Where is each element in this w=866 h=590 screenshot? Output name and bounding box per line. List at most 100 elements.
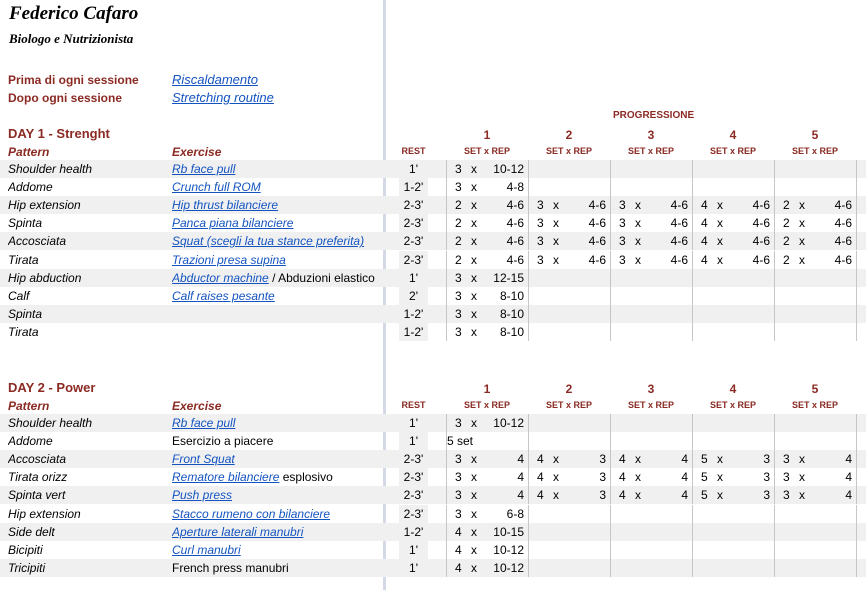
exercise-link[interactable]: Aperture laterali manubri bbox=[172, 524, 304, 539]
exercise-link[interactable]: Panca piana bilanciere bbox=[172, 216, 294, 231]
times-sign: x bbox=[471, 270, 477, 285]
day-title: DAY 1 - Strenght bbox=[8, 126, 110, 141]
rest-cell: 1' bbox=[399, 540, 428, 559]
reps-value: 4-6 bbox=[670, 216, 688, 231]
times-sign: x bbox=[799, 198, 805, 213]
pattern-cell: Addome bbox=[8, 434, 53, 449]
reps-value: 3 bbox=[763, 452, 770, 467]
rest-cell: 1' bbox=[399, 414, 428, 432]
exercise-link[interactable]: Hip thrust bilanciere bbox=[172, 198, 279, 213]
exercise-link[interactable]: Curl manubri bbox=[172, 542, 241, 557]
sets-value: 5 set bbox=[447, 434, 474, 449]
progression-cell bbox=[610, 522, 693, 541]
progression-step-number: 4 bbox=[729, 128, 737, 142]
pattern-cell: Shoulder health bbox=[8, 162, 93, 176]
exercise-cell: Esercizio a piacere bbox=[172, 432, 383, 450]
times-sign: x bbox=[717, 252, 723, 267]
reps-value: 4-6 bbox=[588, 252, 606, 267]
sets-value: 3 bbox=[537, 252, 544, 267]
pattern-cell: Accosciata bbox=[8, 234, 67, 249]
progression-cell bbox=[610, 414, 693, 432]
sets-value: 4 bbox=[537, 452, 544, 467]
table-row: Tricipiti French press manubri 1' 4 x 10-12 bbox=[0, 558, 866, 577]
progression-cell bbox=[610, 178, 693, 197]
times-sign: x bbox=[635, 198, 641, 213]
progression-cell bbox=[692, 304, 775, 323]
pre-session-label: Prima di ogni sessione bbox=[8, 73, 139, 87]
rest-cell: 2-3' bbox=[399, 250, 428, 269]
exercise-cell: Calf raises pesante bbox=[172, 287, 383, 305]
exercise-cell: Panca piana bilanciere bbox=[172, 214, 383, 232]
pattern-cell: Addome bbox=[8, 180, 53, 195]
progression-step-number: 5 bbox=[811, 128, 819, 142]
exercise-link[interactable]: Trazioni presa supina bbox=[172, 252, 286, 267]
rest-cell: 2' bbox=[399, 286, 428, 305]
progression-cell bbox=[528, 178, 611, 197]
progression-cell bbox=[692, 414, 775, 432]
times-sign: x bbox=[553, 216, 559, 231]
rest-cell: 1-2' bbox=[399, 178, 428, 197]
sets-value: 2 bbox=[783, 252, 790, 267]
progression-cell: 2 x 4-6 bbox=[774, 214, 857, 233]
times-sign: x bbox=[553, 452, 559, 467]
progression-cell: 2 x 4-6 bbox=[446, 214, 529, 233]
progression-cell bbox=[528, 322, 611, 341]
day-title: DAY 2 - Power bbox=[8, 380, 96, 395]
table-row: Hip extension Hip thrust bilanciere 2-3' 2 x… bbox=[0, 196, 866, 215]
set-rep-header: SET x REP bbox=[791, 400, 838, 410]
progression-cell: 4 x 4-6 bbox=[692, 250, 775, 269]
stretching-link[interactable]: Stretching routine bbox=[172, 90, 274, 105]
sets-value: 4 bbox=[619, 470, 626, 485]
pattern-cell: Tirata bbox=[8, 252, 39, 267]
pattern-column-header: Pattern bbox=[8, 399, 50, 413]
exercise-link[interactable]: Rematore bilanciere bbox=[172, 470, 280, 485]
sets-value: 4 bbox=[455, 524, 462, 539]
set-rep-header: SET x REP bbox=[791, 146, 838, 156]
times-sign: x bbox=[471, 488, 477, 503]
sets-value: 2 bbox=[455, 234, 462, 249]
reps-value: 10-12 bbox=[493, 162, 524, 176]
pattern-cell: Tirata bbox=[8, 324, 39, 339]
progression-cell: 5 set bbox=[446, 432, 529, 451]
exercise-link[interactable]: Front Squat bbox=[172, 452, 235, 467]
exercise-link[interactable]: Squat (scegli la tua stance preferita) bbox=[172, 234, 365, 249]
progression-cell: 2 x 4-6 bbox=[774, 196, 857, 215]
exercise-link[interactable]: Stacco rumeno con bilanciere bbox=[172, 506, 331, 521]
pattern-cell: Spinta vert bbox=[8, 488, 66, 503]
progression-cell bbox=[692, 160, 775, 178]
progression-cell: 2 x 4-6 bbox=[774, 250, 857, 269]
reps-value: 10-12 bbox=[493, 560, 524, 575]
exercise-link[interactable]: Rb face pull bbox=[172, 416, 236, 430]
progression-cell bbox=[528, 558, 611, 577]
reps-value: 3 bbox=[763, 470, 770, 485]
reps-value: 3 bbox=[599, 452, 606, 467]
reps-value: 6-8 bbox=[506, 506, 524, 521]
exercise-link[interactable]: Crunch full ROM bbox=[172, 180, 261, 195]
reps-value: 3 bbox=[763, 488, 770, 503]
exercise-link[interactable]: Abductor machine bbox=[172, 270, 269, 285]
exercise-link[interactable]: Rb face pull bbox=[172, 162, 236, 176]
times-sign: x bbox=[635, 452, 641, 467]
progression-cell bbox=[528, 304, 611, 323]
sets-value: 2 bbox=[455, 252, 462, 267]
table-row: Spinta 1-2' 3 x 8-10 bbox=[0, 304, 866, 323]
set-rep-header: SET x REP bbox=[463, 146, 510, 156]
sets-value: 3 bbox=[537, 234, 544, 249]
reps-value: 4-6 bbox=[506, 252, 524, 267]
times-sign: x bbox=[799, 470, 805, 485]
times-sign: x bbox=[635, 216, 641, 231]
exercise-cell: Squat (scegli la tua stance preferita) bbox=[172, 232, 383, 250]
sets-value: 3 bbox=[619, 216, 626, 231]
exercise-cell: Curl manubri bbox=[172, 541, 383, 559]
exercise-link[interactable]: Calf raises pesante bbox=[172, 288, 275, 303]
progression-cell: 2 x 4-6 bbox=[774, 232, 857, 251]
progression-cell: 2 x 4-6 bbox=[446, 232, 529, 251]
sets-value: 4 bbox=[455, 542, 462, 557]
progression-cell bbox=[774, 286, 857, 305]
exercise-note: esplosivo bbox=[279, 470, 333, 485]
exercise-link[interactable]: Push press bbox=[172, 488, 233, 503]
warmup-link[interactable]: Riscaldamento bbox=[172, 72, 258, 87]
